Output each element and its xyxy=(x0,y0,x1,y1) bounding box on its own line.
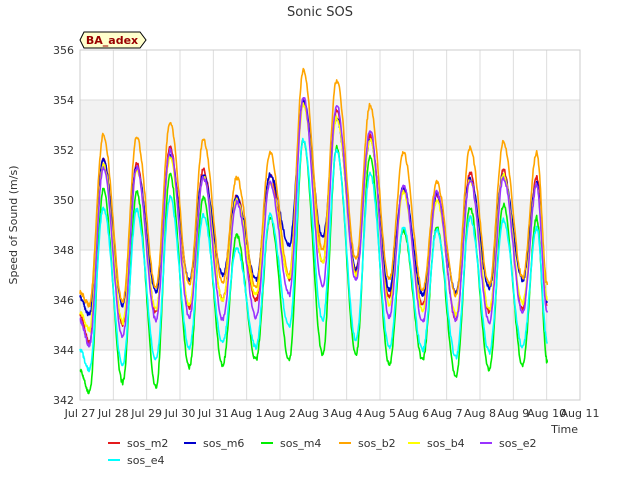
legend-label-sos_e2: sos_e2 xyxy=(499,437,536,450)
series-line-sos_e2 xyxy=(79,97,549,348)
legend: sos_m2 sos_m6 sos_m4 sos_b2 sos_b4 sos_e2 sos_… xyxy=(108,437,536,467)
legend-label-sos_b2: sos_b2 xyxy=(358,437,396,450)
x-tick-label: Aug 11 xyxy=(561,407,600,420)
y-tick-label: 342 xyxy=(53,394,74,407)
x-tick-label: Aug 2 xyxy=(264,407,296,420)
y-tick-label: 344 xyxy=(53,344,74,357)
series-line-sos_m4 xyxy=(79,140,549,395)
legend-label-sos_b4: sos_b4 xyxy=(427,437,465,450)
y-tick-label: 356 xyxy=(53,44,74,57)
x-tick-label: Aug 7 xyxy=(431,407,463,420)
series-line-sos_e4 xyxy=(79,137,548,373)
y-tick-label: 346 xyxy=(53,294,74,307)
series-line-sos_b2 xyxy=(79,67,549,308)
x-tick-label: Aug 10 xyxy=(527,407,566,420)
plot-frame xyxy=(79,49,581,401)
y-tick-label: 350 xyxy=(53,194,74,207)
x-tick-label: Aug 4 xyxy=(331,407,363,420)
x-tick-label: Aug 6 xyxy=(397,407,429,420)
x-tick-label: Aug 9 xyxy=(497,407,529,420)
annotation-box: BA_adex xyxy=(79,31,147,49)
annotation-text: BA_adex xyxy=(86,34,138,47)
x-tick-label: Jul 31 xyxy=(197,407,229,420)
plot-band xyxy=(80,50,580,100)
legend-label-sos_m4: sos_m4 xyxy=(280,437,321,450)
y-axis-label: Speed of Sound (m/s) xyxy=(7,166,20,285)
annotation-shape xyxy=(79,31,147,49)
x-axis-label: Time xyxy=(550,423,578,436)
plot-band xyxy=(80,100,580,150)
x-tick-label: Jul 30 xyxy=(164,407,196,420)
x-tick-label: Aug 3 xyxy=(297,407,329,420)
x-tick-label: Aug 1 xyxy=(231,407,263,420)
x-tick-label: Aug 5 xyxy=(364,407,396,420)
y-tick-label: 354 xyxy=(53,94,74,107)
y-tick-label: 348 xyxy=(53,244,74,257)
x-tick-label: Jul 27 xyxy=(64,407,96,420)
x-tick-label: Aug 8 xyxy=(464,407,496,420)
x-tick-label: Jul 29 xyxy=(130,407,162,420)
x-tick-label: Jul 28 xyxy=(97,407,129,420)
plot-band xyxy=(80,350,580,400)
legend-label-sos_m2: sos_m2 xyxy=(127,437,168,450)
chart-title: Sonic SOS xyxy=(287,5,353,20)
legend-label-sos_e4: sos_e4 xyxy=(127,454,164,467)
series-layer xyxy=(79,67,549,395)
y-tick-label: 352 xyxy=(53,144,74,157)
plot-band xyxy=(80,300,580,350)
legend-label-sos_m6: sos_m6 xyxy=(203,437,244,450)
